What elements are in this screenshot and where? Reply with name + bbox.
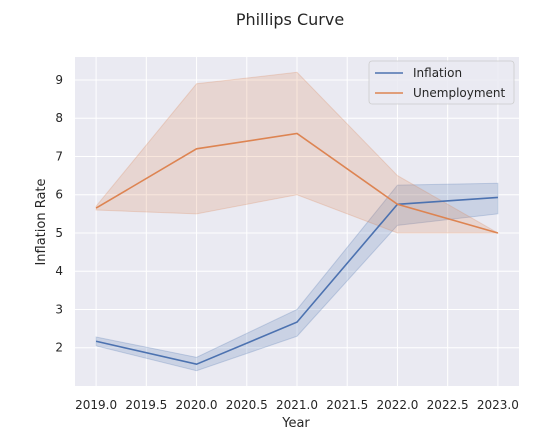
x-tick-label: 2023.0 bbox=[477, 398, 519, 412]
y-tick-label: 5 bbox=[55, 226, 63, 240]
series-lines bbox=[95, 132, 499, 366]
y-tick-label: 4 bbox=[55, 264, 63, 278]
y-tick-label: 6 bbox=[55, 188, 63, 202]
y-tick-label: 7 bbox=[55, 149, 63, 163]
confidence-band-1 bbox=[95, 71, 500, 234]
x-tick-label: 2021.0 bbox=[276, 398, 318, 412]
x-tick-labels: 2019.0 2019.5 2020.0 2020.5 2021.0 2021.5 2022… bbox=[75, 398, 519, 412]
x-tick-label: 2019.5 bbox=[125, 398, 167, 412]
series-line-0 bbox=[95, 196, 498, 366]
x-tick-label: 2021.5 bbox=[326, 398, 368, 412]
y-tick-label: 9 bbox=[55, 73, 63, 87]
y-tick-labels: 2 3 4 5 6 7 8 9 bbox=[55, 73, 63, 355]
legend-box bbox=[368, 60, 515, 105]
series-line-1 bbox=[95, 132, 499, 234]
y-tick-label: 2 bbox=[55, 341, 63, 355]
y-tick-label: 8 bbox=[55, 111, 63, 125]
y-tick-label: 3 bbox=[55, 302, 63, 316]
x-tick-label: 2020.5 bbox=[226, 398, 268, 412]
x-tick-label: 2019.0 bbox=[75, 398, 117, 412]
y-axis-label: Inflation Rate bbox=[34, 178, 49, 265]
confidence-bands bbox=[95, 71, 500, 372]
legend-label-1: Unemployment bbox=[413, 86, 506, 100]
chart-title: Phillips Curve bbox=[236, 10, 344, 29]
legend-label-0: Inflation bbox=[413, 66, 462, 80]
x-tick-label: 2022.5 bbox=[427, 398, 469, 412]
x-axis-label: Year bbox=[281, 416, 310, 431]
legend: Inflation Unemployment bbox=[368, 60, 515, 105]
grid bbox=[75, 57, 519, 386]
confidence-band-0 bbox=[95, 182, 499, 372]
x-tick-label: 2022.0 bbox=[376, 398, 418, 412]
x-tick-label: 2020.0 bbox=[176, 398, 218, 412]
